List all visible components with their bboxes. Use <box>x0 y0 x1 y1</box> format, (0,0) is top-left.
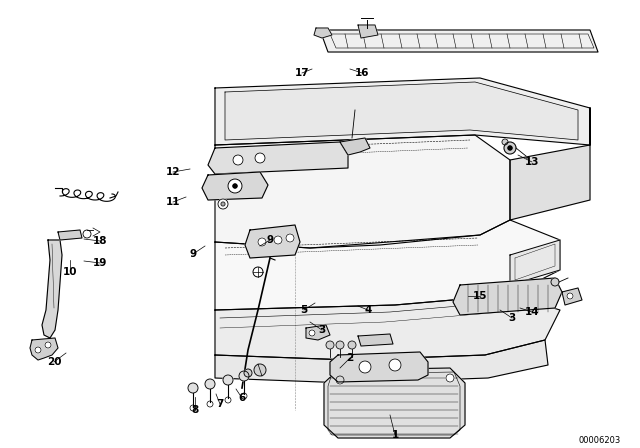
Polygon shape <box>215 78 590 145</box>
Circle shape <box>223 375 233 385</box>
Circle shape <box>205 379 215 389</box>
Polygon shape <box>453 278 562 315</box>
Circle shape <box>228 179 242 193</box>
Circle shape <box>233 155 243 165</box>
Text: 9: 9 <box>189 249 196 259</box>
Circle shape <box>274 236 282 244</box>
Text: 10: 10 <box>63 267 77 277</box>
Circle shape <box>309 330 315 336</box>
Polygon shape <box>510 240 560 285</box>
Circle shape <box>225 397 231 403</box>
Circle shape <box>286 234 294 242</box>
Polygon shape <box>215 340 548 383</box>
Text: 11: 11 <box>166 197 180 207</box>
Polygon shape <box>510 108 590 220</box>
Circle shape <box>389 359 401 371</box>
Polygon shape <box>358 334 393 346</box>
Circle shape <box>35 347 41 353</box>
Circle shape <box>336 341 344 349</box>
Text: 14: 14 <box>525 307 540 317</box>
Polygon shape <box>306 325 330 340</box>
Polygon shape <box>330 352 428 382</box>
Text: 18: 18 <box>93 236 108 246</box>
Circle shape <box>326 341 334 349</box>
Circle shape <box>348 341 356 349</box>
Polygon shape <box>215 295 560 360</box>
Circle shape <box>190 405 196 411</box>
Circle shape <box>253 267 263 277</box>
Polygon shape <box>202 172 268 200</box>
Circle shape <box>508 146 512 150</box>
Text: 16: 16 <box>355 68 369 78</box>
Text: 2: 2 <box>346 353 354 363</box>
Polygon shape <box>358 25 378 38</box>
Polygon shape <box>340 138 370 155</box>
Circle shape <box>504 142 516 154</box>
Polygon shape <box>215 135 510 248</box>
Circle shape <box>359 361 371 373</box>
Circle shape <box>239 371 249 381</box>
Circle shape <box>221 202 225 206</box>
Polygon shape <box>225 82 578 140</box>
Text: 6: 6 <box>238 393 246 403</box>
Polygon shape <box>245 225 300 258</box>
Circle shape <box>502 139 508 145</box>
Text: 9: 9 <box>266 235 273 245</box>
Circle shape <box>233 184 237 188</box>
Text: 20: 20 <box>47 357 61 367</box>
Text: 3: 3 <box>508 313 516 323</box>
Circle shape <box>567 293 573 299</box>
Circle shape <box>254 364 266 376</box>
Text: 19: 19 <box>93 258 107 268</box>
Text: 15: 15 <box>473 291 487 301</box>
Polygon shape <box>208 142 348 174</box>
Circle shape <box>241 393 247 399</box>
Circle shape <box>244 369 252 377</box>
Text: 7: 7 <box>216 399 224 409</box>
Circle shape <box>83 230 91 238</box>
Text: 00006203: 00006203 <box>579 435 621 444</box>
Circle shape <box>45 342 51 348</box>
Circle shape <box>446 374 454 382</box>
Text: 12: 12 <box>166 167 180 177</box>
Text: 1: 1 <box>392 430 399 440</box>
Polygon shape <box>324 368 465 438</box>
Circle shape <box>336 376 344 384</box>
Polygon shape <box>42 240 62 338</box>
Circle shape <box>218 199 228 209</box>
Polygon shape <box>562 288 582 305</box>
Circle shape <box>255 153 265 163</box>
Text: 4: 4 <box>364 305 372 315</box>
Circle shape <box>207 401 213 407</box>
Text: 13: 13 <box>525 157 540 167</box>
Text: 5: 5 <box>300 305 308 315</box>
Circle shape <box>551 278 559 286</box>
Text: 3: 3 <box>318 325 326 335</box>
Polygon shape <box>320 30 598 52</box>
Text: 8: 8 <box>191 405 198 415</box>
Circle shape <box>188 383 198 393</box>
Text: 17: 17 <box>294 68 309 78</box>
Polygon shape <box>215 220 560 310</box>
Polygon shape <box>30 338 58 360</box>
Circle shape <box>258 238 266 246</box>
Polygon shape <box>58 230 82 240</box>
Polygon shape <box>314 28 332 38</box>
